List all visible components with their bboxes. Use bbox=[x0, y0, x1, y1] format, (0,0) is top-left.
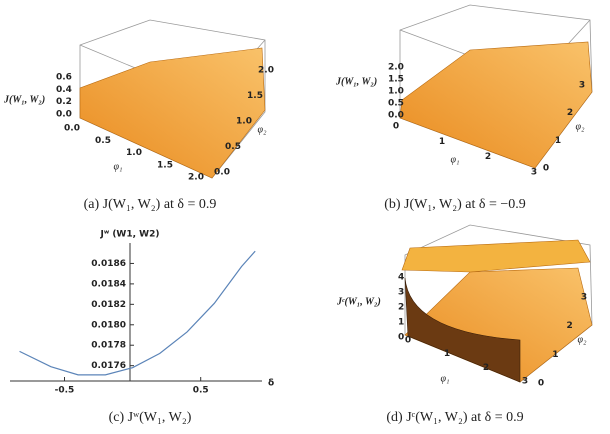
z-tick-label: 0.4 bbox=[56, 85, 72, 95]
y-tick-label: 0.0178 bbox=[91, 341, 126, 351]
x-tick-label: 1 bbox=[444, 349, 450, 359]
z-tick-label: 2 bbox=[398, 303, 404, 313]
caption: (b) J(W₁, W₂) at δ = −0.9 bbox=[384, 197, 526, 212]
z-tick-label: 0.6 bbox=[56, 73, 72, 83]
y-tick-label: 2 bbox=[567, 108, 573, 118]
x-tick-label: 3 bbox=[522, 377, 528, 387]
y-tick-label: 2.0 bbox=[258, 66, 274, 76]
z-tick-label: 0.5 bbox=[388, 99, 404, 109]
x-axis-label: φ₁ bbox=[113, 161, 122, 172]
caption: (a) J(W₁, W₂) at δ = 0.9 bbox=[84, 197, 217, 212]
y-tick-label: 0.0182 bbox=[91, 300, 126, 310]
y-axis-label: φ₂ bbox=[577, 334, 587, 345]
data-line bbox=[19, 250, 256, 376]
z-tick-label: 4 bbox=[398, 273, 404, 283]
z-tick-label: 1 bbox=[398, 318, 404, 328]
x-tick-label: -0.5 bbox=[55, 386, 75, 396]
x-tick-label: 1.0 bbox=[126, 148, 142, 158]
y-axis-label: φ₂ bbox=[575, 121, 585, 132]
y-tick-label: 0.0 bbox=[214, 168, 230, 178]
z-axis-label: Jᶜ(W₁, W₂) bbox=[336, 296, 381, 307]
y-tick-label: 0.0176 bbox=[91, 361, 126, 371]
y-tick-label: 3 bbox=[581, 293, 587, 303]
y-tick-label: 0.5 bbox=[225, 142, 241, 152]
y-axis-label: Jʷ (W1, W2) bbox=[100, 230, 160, 240]
y-tick-label: 1.0 bbox=[236, 117, 252, 127]
x-tick-label: 2.0 bbox=[188, 173, 204, 183]
y-axis-label: φ₂ bbox=[257, 124, 267, 135]
z-tick-label: 0.2 bbox=[56, 97, 72, 107]
x-tick-label: 0.5 bbox=[193, 386, 209, 396]
panel-b bbox=[399, 4, 593, 169]
x-axis-label: φ₁ bbox=[440, 373, 449, 384]
wall-surface bbox=[401, 239, 591, 273]
y-tick-label: 0 bbox=[538, 379, 544, 389]
panel-d bbox=[401, 224, 593, 383]
x-tick-label: 0.5 bbox=[95, 136, 111, 146]
x-tick-label: 2 bbox=[483, 363, 489, 373]
surface bbox=[79, 47, 266, 179]
caption: (c) Jʷ(W₁, W₂) bbox=[109, 410, 192, 425]
y-tick-label: 1.5 bbox=[247, 91, 263, 101]
z-tick-label: 0 bbox=[398, 333, 404, 343]
surface bbox=[399, 41, 593, 169]
x-tick-label: 2 bbox=[485, 152, 491, 162]
y-tick-label: 0.0186 bbox=[91, 259, 126, 269]
y-tick-label: 0.0184 bbox=[91, 279, 126, 289]
z-tick-label: 1.0 bbox=[388, 87, 404, 97]
caption: (d) Jᶜ(W₁, W₂) at δ = 0.9 bbox=[386, 410, 523, 425]
x-tick-label: 0.0 bbox=[64, 124, 80, 134]
x-tick-label: 0 bbox=[405, 336, 411, 346]
x-axis-label: δ bbox=[268, 379, 274, 389]
z-axis-label: J(W₁, W₂) bbox=[3, 94, 45, 105]
y-tick-label: 2 bbox=[567, 321, 573, 331]
x-tick-label: 1 bbox=[439, 137, 445, 147]
y-tick-label: 3 bbox=[579, 81, 585, 91]
z-tick-label: 0.0 bbox=[56, 110, 72, 120]
front-surface bbox=[404, 277, 521, 383]
y-tick-label: 1 bbox=[552, 350, 558, 360]
z-axis-label: J(W₁, W₂) bbox=[335, 76, 377, 87]
z-tick-label: 0.0 bbox=[388, 111, 404, 121]
y-tick-label: 1 bbox=[555, 136, 561, 146]
y-tick-label: 0 bbox=[543, 164, 549, 174]
x-tick-label: 0 bbox=[393, 122, 399, 132]
z-tick-label: 3 bbox=[398, 288, 404, 298]
z-tick-label: 2.0 bbox=[388, 63, 404, 73]
x-axis-label: φ₁ bbox=[450, 154, 459, 165]
x-tick-label: 1.5 bbox=[157, 160, 173, 170]
y-tick-label: 0.0180 bbox=[91, 320, 126, 330]
panel-a bbox=[79, 19, 266, 179]
z-tick-label: 1.5 bbox=[388, 75, 404, 85]
x-tick-label: 3 bbox=[531, 168, 537, 178]
